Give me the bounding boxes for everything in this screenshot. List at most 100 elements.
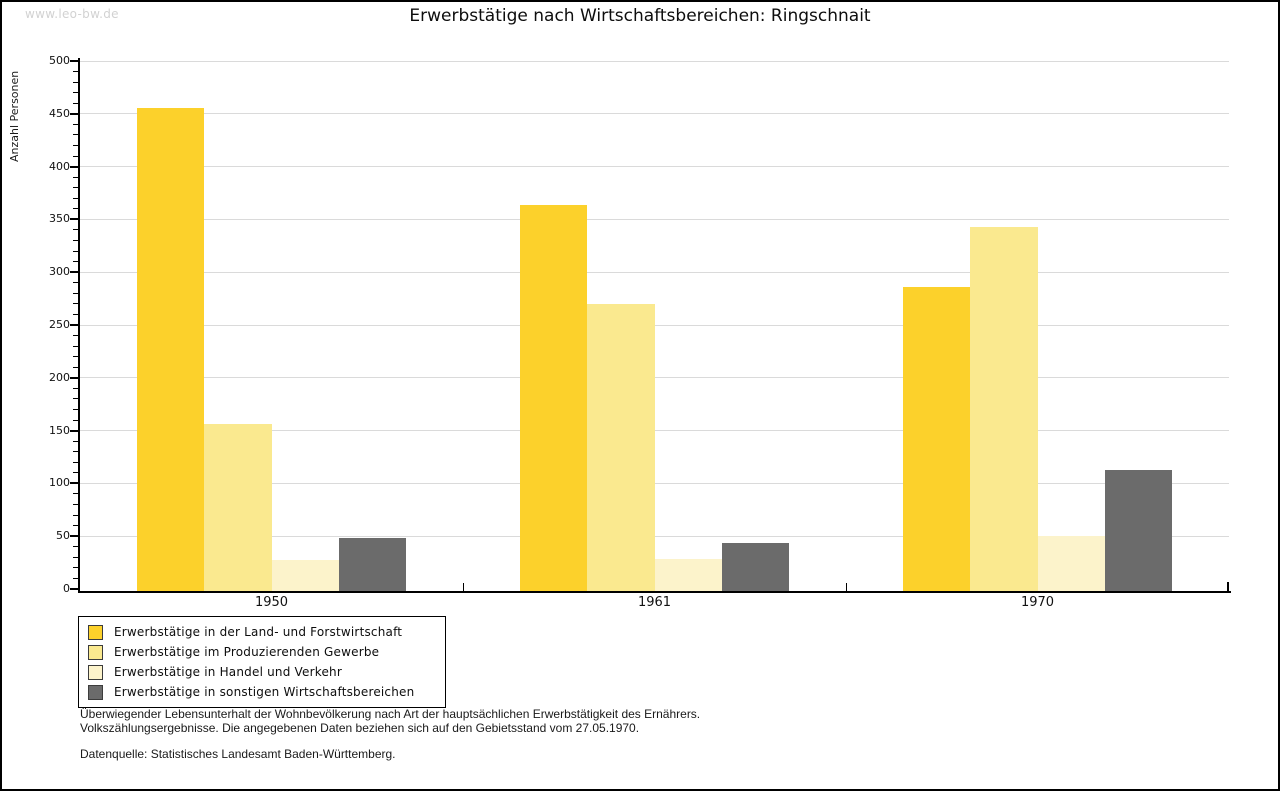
- y-axis-minor-tick: [73, 525, 78, 527]
- plot-area: 0 50 100 150 200 250 300 350 400 450 500 1950 1961 19…: [49, 54, 1231, 610]
- y-axis-minor-tick: [73, 144, 78, 146]
- data-source: Datenquelle: Statistisches Landesamt Bad…: [80, 747, 396, 761]
- y-axis-minor-tick: [73, 134, 78, 136]
- y-tick-label: 400: [49, 159, 70, 173]
- legend-item: Erwerbstätige im Produzierenden Gewerbe: [88, 642, 436, 662]
- bar: [970, 227, 1038, 591]
- y-axis-minor-tick: [73, 461, 78, 463]
- bar: [1105, 470, 1172, 591]
- y-axis-minor-tick: [73, 176, 78, 178]
- watermark-text: www.leo-bw.de: [25, 7, 119, 21]
- y-tick-label: 500: [49, 54, 70, 67]
- y-axis-minor-tick: [73, 345, 78, 347]
- y-axis-minor-tick: [73, 440, 78, 442]
- legend-swatch: [88, 664, 103, 680]
- y-axis-minor-tick: [73, 92, 78, 94]
- y-axis-minor-tick: [73, 313, 78, 315]
- bar: [137, 108, 204, 591]
- y-axis-minor-tick: [73, 303, 78, 305]
- y-tick-label: 50: [56, 529, 70, 543]
- legend-label: Erwerbstätige in Handel und Verkehr: [114, 665, 342, 679]
- chart-title: Erwerbstätige nach Wirtschaftsbereichen:…: [409, 6, 871, 26]
- y-axis-major-tick: [70, 60, 78, 62]
- y-axis-minor-tick: [73, 556, 78, 558]
- bar: [272, 560, 339, 591]
- bar: [587, 304, 655, 591]
- y-axis-minor-tick: [73, 155, 78, 157]
- y-tick-label: 350: [49, 212, 70, 226]
- y-axis-minor-tick: [73, 472, 78, 474]
- y-axis-minor-tick: [73, 197, 78, 199]
- bar: [339, 538, 406, 591]
- y-axis-minor-tick: [73, 282, 78, 284]
- y-axis-minor-tick: [73, 577, 78, 579]
- y-axis-major-tick: [70, 535, 78, 538]
- bar: [1038, 536, 1105, 591]
- y-tick-label: 150: [49, 423, 70, 437]
- y-axis-minor-tick: [73, 514, 78, 516]
- legend: Erwerbstätige in der Land- und Forstwirt…: [78, 616, 446, 708]
- bar: [520, 205, 587, 591]
- y-axis-minor-tick: [73, 229, 78, 231]
- legend-item: Erwerbstätige in der Land- und Forstwirt…: [88, 622, 436, 642]
- legend-swatch: [88, 644, 103, 660]
- y-tick-label: 300: [49, 265, 70, 279]
- x-tick-label: 1950: [254, 595, 289, 610]
- y-axis-major-tick: [70, 324, 78, 326]
- y-tick-label: 450: [49, 106, 70, 120]
- y-axis-minor-tick: [73, 493, 78, 495]
- y-axis-major-tick: [70, 429, 78, 432]
- y-axis-minor-tick: [73, 387, 78, 389]
- footnote-line-1: Überwiegender Lebensunterhalt der Wohnbe…: [80, 707, 701, 721]
- legend-item: Erwerbstätige in Handel und Verkehr: [88, 662, 436, 682]
- y-axis-minor-tick: [73, 451, 78, 453]
- y-axis-minor-tick: [73, 335, 78, 337]
- y-axis-major-tick: [70, 588, 78, 590]
- y-axis-minor-tick: [73, 240, 78, 242]
- y-axis-major-tick: [70, 482, 78, 485]
- y-axis-minor-tick: [73, 398, 78, 400]
- y-axis-label: Anzahl Personen: [8, 70, 21, 162]
- gridline: [80, 166, 1229, 168]
- y-axis-minor-tick: [73, 81, 78, 83]
- bar: [722, 543, 789, 591]
- y-axis-minor-tick: [73, 208, 78, 210]
- legend-label: Erwerbstätige im Produzierenden Gewerbe: [114, 645, 380, 659]
- footnotes: Überwiegender Lebensunterhalt der Wohnbe…: [80, 707, 701, 762]
- y-axis-minor-tick: [73, 408, 78, 410]
- legend-label: Erwerbstätige in der Land- und Forstwirt…: [114, 625, 403, 639]
- y-axis-major-tick: [70, 218, 78, 221]
- x-axis-end-tick: [1227, 582, 1229, 591]
- gridline: [80, 271, 1229, 273]
- y-tick-label: 200: [49, 370, 70, 384]
- gridline: [80, 60, 1229, 62]
- y-axis-minor-tick: [73, 187, 78, 189]
- x-tick-label: 1961: [637, 595, 672, 610]
- y-axis-minor-tick: [73, 250, 78, 252]
- y-axis-major-tick: [70, 112, 78, 115]
- y-axis-minor-tick: [73, 567, 78, 569]
- category-divider-tick: [845, 583, 847, 591]
- footnote-line-2: Volkszählungsergebnisse. Die angegebenen…: [80, 720, 640, 735]
- y-axis-minor-tick: [73, 419, 78, 421]
- bar: [204, 424, 272, 591]
- y-axis-minor-tick: [73, 123, 78, 125]
- bar: [903, 287, 970, 591]
- y-axis-minor-tick: [73, 546, 78, 548]
- y-axis-minor-tick: [73, 292, 78, 294]
- legend-swatch: [88, 624, 103, 640]
- y-axis-minor-tick: [73, 102, 78, 104]
- gridline: [80, 218, 1229, 220]
- y-axis-major-tick: [70, 271, 78, 274]
- legend-item: Erwerbstätige in sonstigen Wirtschaftsbe…: [88, 682, 436, 702]
- x-tick-label: 1970: [1020, 595, 1055, 610]
- y-axis-minor-tick: [73, 366, 78, 368]
- category-divider-tick: [462, 583, 464, 591]
- gridline: [80, 113, 1229, 115]
- y-tick-label: 250: [49, 318, 70, 331]
- y-axis-major-tick: [70, 165, 78, 168]
- y-axis-minor-tick: [73, 504, 78, 506]
- y-axis-minor-tick: [73, 261, 78, 263]
- bar: [655, 559, 722, 591]
